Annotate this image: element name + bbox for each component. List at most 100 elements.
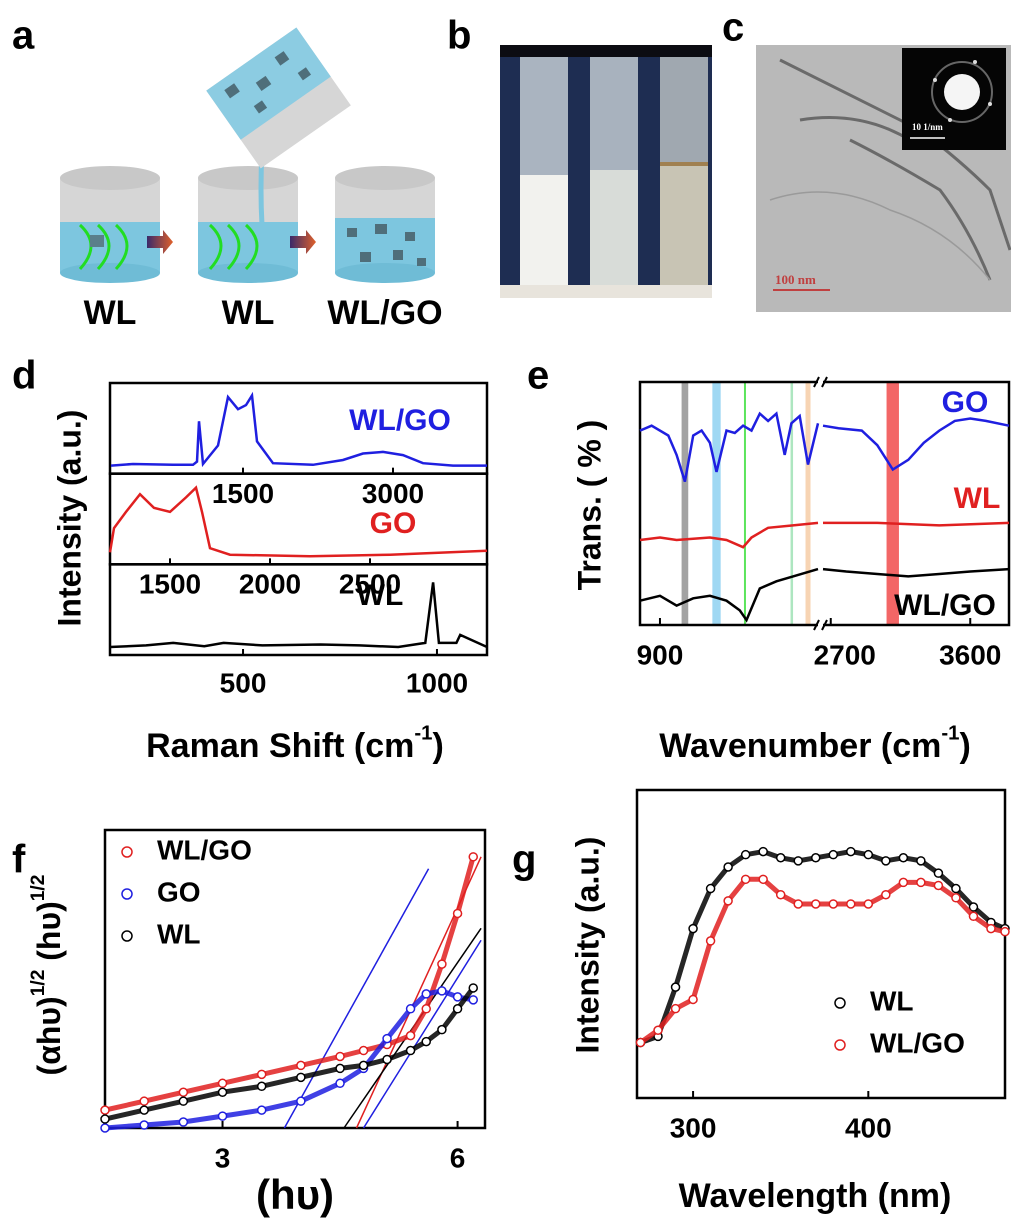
label-part: (αhυ) [31, 996, 67, 1075]
series-line [639, 521, 1010, 549]
series-label: WL [954, 482, 1001, 515]
data-point [933, 868, 944, 878]
data-point [846, 846, 856, 857]
data-point [968, 902, 979, 912]
panel-letter: e [527, 354, 549, 398]
y-axis-label: (αhυ)1/2 (hυ)1/2 [28, 875, 67, 1076]
highlight-band [805, 382, 811, 625]
series-line [639, 567, 1010, 623]
data-point [217, 1111, 228, 1121]
panel-letter: a [12, 14, 35, 58]
label-part: ) [433, 727, 444, 765]
data-point [405, 1004, 416, 1014]
x-tick-label: 3000 [362, 478, 424, 509]
data-point [653, 1025, 663, 1035]
data-point [296, 1096, 306, 1106]
data-point [358, 1060, 369, 1071]
highlight-band [743, 382, 746, 625]
legend-marker [121, 846, 133, 858]
x-tick-label: 500 [220, 667, 267, 698]
data-point [1000, 926, 1010, 937]
data-point [452, 908, 463, 919]
fit-line [283, 868, 430, 1129]
series-label: GO [942, 386, 989, 419]
data-point [256, 1081, 267, 1092]
subplot-frame [108, 563, 489, 657]
data-point [178, 1087, 189, 1097]
x-tick-label: 1500 [212, 478, 274, 509]
legend-label: GO [157, 876, 201, 907]
data-point [178, 1096, 189, 1106]
data-point [100, 1123, 110, 1133]
x-tick-label: 2700 [814, 639, 876, 670]
data-point [951, 883, 961, 894]
x-axis-label: Raman Shift (cm-1) [146, 723, 444, 765]
data-point [139, 1105, 149, 1115]
data-point [933, 880, 944, 891]
data-point [421, 1036, 431, 1047]
legend-marker [121, 930, 133, 942]
scale-bar-label: 100 nm [775, 272, 816, 287]
data-point [296, 1060, 306, 1071]
legend-label: WL [870, 985, 914, 1016]
data-point [382, 1054, 392, 1065]
legend-label: WL [157, 918, 201, 949]
x-axis-label: Wavelength (nm) [679, 1177, 952, 1215]
series-label: GO [370, 507, 417, 540]
panel-letter: d [12, 354, 36, 398]
data-point [758, 874, 768, 885]
plot-frame [103, 828, 487, 1130]
inset-scale: 10 1/nm [912, 122, 943, 132]
data-point [881, 856, 891, 866]
data-point [951, 893, 961, 903]
axis-break-gap [818, 376, 823, 631]
data-point [437, 1024, 447, 1035]
series-line [104, 856, 476, 1113]
data-point [468, 983, 478, 993]
data-point [256, 1105, 267, 1115]
data-point [881, 889, 891, 900]
x-tick-label: 6 [450, 1142, 466, 1173]
data-point [775, 889, 786, 900]
label-part: Raman Shift (cm [146, 727, 414, 765]
data-point [723, 896, 733, 906]
data-point [452, 992, 463, 1002]
x-tick-label: 1000 [406, 667, 468, 698]
data-point [335, 1051, 345, 1062]
legend-marker [121, 888, 133, 900]
data-point [793, 899, 803, 909]
data-point [452, 1004, 463, 1014]
tem-image [756, 45, 1011, 312]
x-tick-label: 3 [215, 1142, 231, 1173]
y-axis-label: Intensity (a.u.) [51, 410, 87, 627]
data-point [793, 856, 803, 866]
data-point [775, 853, 786, 863]
series-line [110, 391, 487, 468]
series-line [639, 876, 1006, 1045]
axis-break-mark [813, 376, 828, 388]
data-point [705, 936, 716, 946]
panel-letter: g [512, 838, 536, 882]
data-point [723, 862, 733, 872]
data-point [421, 1004, 431, 1014]
data-point [670, 982, 681, 992]
data-point [437, 986, 447, 996]
x-tick-label: 2000 [239, 569, 301, 600]
beaker-illustration [60, 27, 435, 283]
highlight-band [681, 382, 689, 625]
data-point [740, 849, 751, 860]
data-point [916, 877, 926, 888]
data-point [810, 853, 821, 863]
highlight-band [712, 382, 721, 625]
series-line [639, 411, 1010, 482]
data-point [358, 1045, 369, 1056]
subplot-frame [108, 472, 489, 566]
legend-marker [834, 1039, 846, 1051]
legend-marker [834, 997, 846, 1009]
y-axis-label: Intensity (a.u.) [569, 837, 605, 1054]
series-label: WL [357, 579, 404, 612]
data-point [898, 853, 909, 863]
data-point [178, 1117, 189, 1127]
data-point [405, 1030, 416, 1041]
